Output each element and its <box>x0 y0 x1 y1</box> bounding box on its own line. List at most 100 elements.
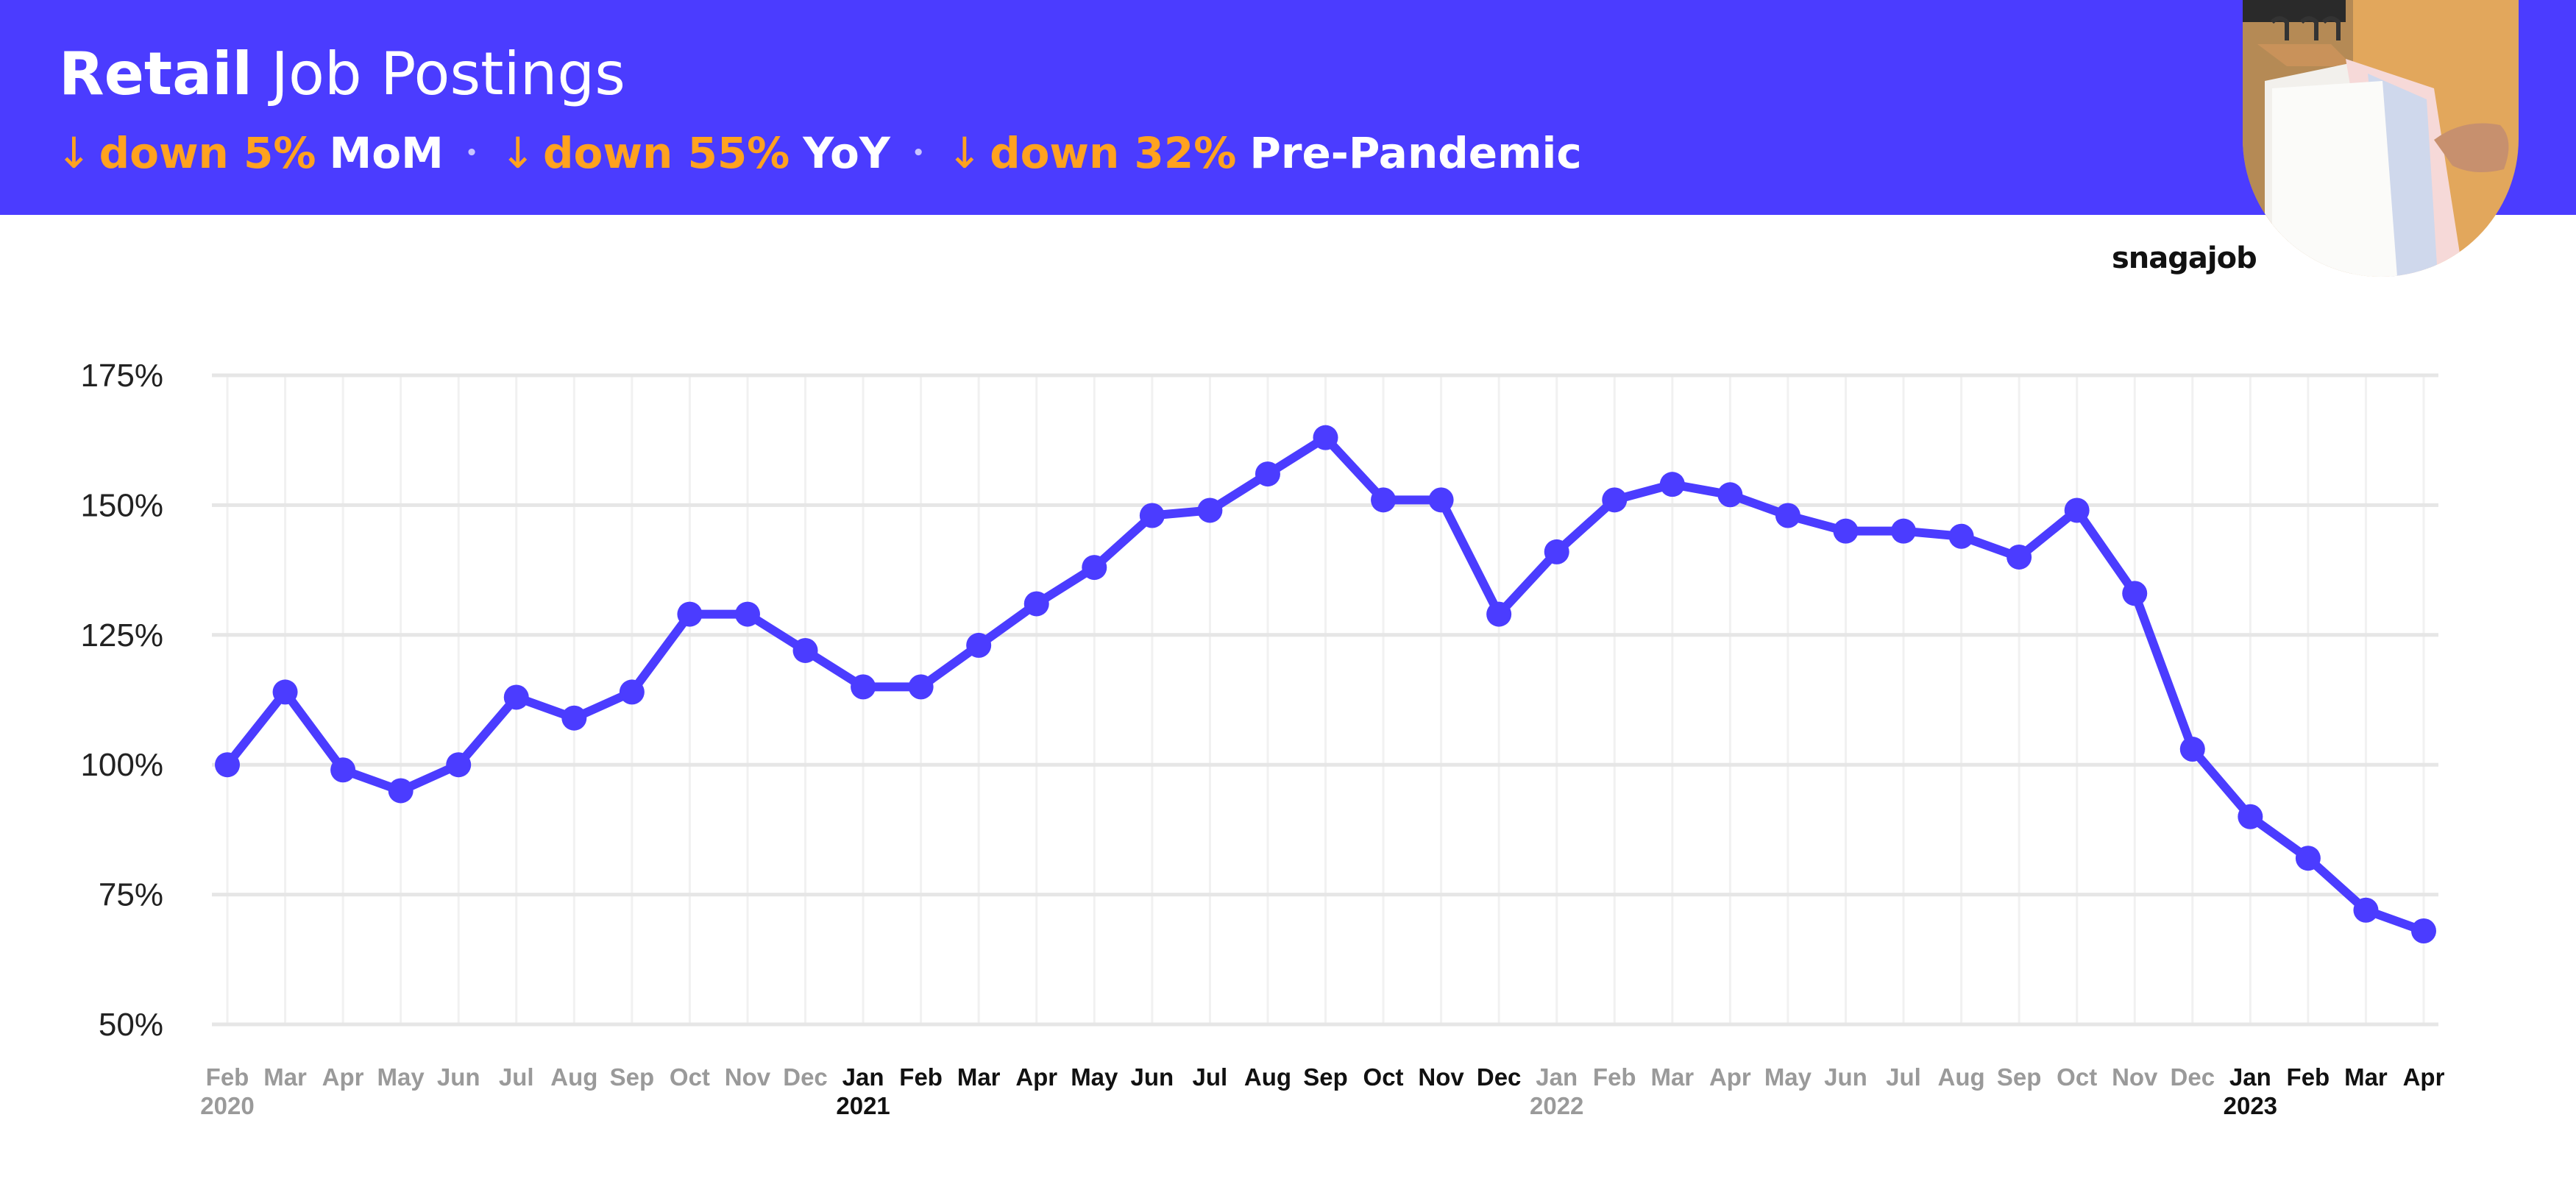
x-tick-label: Jan <box>2229 1063 2271 1091</box>
x-tick-label: Dec <box>2171 1063 2215 1091</box>
x-tick-label: Aug <box>1938 1063 1985 1091</box>
down-arrow-icon: ↓ <box>500 128 536 178</box>
brand-logo: snagajob <box>2112 241 2257 275</box>
title-bold: Retail <box>59 40 252 108</box>
data-point <box>1082 555 1107 581</box>
data-point <box>2238 804 2263 829</box>
clothing-rack-photo <box>2243 0 2519 277</box>
data-point <box>851 674 876 700</box>
x-tick-label: Jun <box>1131 1063 1174 1091</box>
data-point <box>2411 918 2436 943</box>
vertical-gridlines <box>226 375 2425 1024</box>
data-point <box>272 679 298 705</box>
x-tick-label: Feb <box>899 1063 943 1091</box>
x-tick-label: Mar <box>1650 1063 1694 1091</box>
data-point <box>1775 503 1800 528</box>
data-point <box>446 752 472 778</box>
stat-period: MoM <box>329 128 444 178</box>
x-tick-label: Sep <box>610 1063 655 1091</box>
x-tick-label: May <box>1764 1063 1812 1091</box>
data-point <box>2353 897 2379 923</box>
x-tick-label: Nov <box>725 1063 771 1091</box>
data-point <box>1833 518 1859 544</box>
stat-period: YoY <box>803 128 890 178</box>
data-point <box>1371 487 1397 513</box>
data-points <box>215 425 2436 943</box>
data-point <box>1659 472 1685 497</box>
stat-change: down 32% <box>990 128 1237 178</box>
x-tick-label: Apr <box>1015 1063 1057 1091</box>
data-point <box>1544 539 1569 564</box>
y-tick-label: 150% <box>80 487 163 523</box>
dot-separator-icon: • <box>912 142 925 164</box>
x-tick-label: Apr <box>322 1063 364 1091</box>
stats-row: ↓ down 5% MoM • ↓ down 55% YoY • ↓ down … <box>56 124 1582 183</box>
data-point <box>1139 503 1165 528</box>
x-year-label: 2020 <box>200 1092 254 1119</box>
y-tick-label: 50% <box>99 1007 163 1043</box>
x-tick-label: Feb <box>2287 1063 2330 1091</box>
x-tick-label: Dec <box>783 1063 828 1091</box>
data-point <box>966 632 992 658</box>
x-tick-label: Mar <box>2344 1063 2388 1091</box>
x-tick-label: Dec <box>1477 1063 1522 1091</box>
x-tick-label: Feb <box>1593 1063 1636 1091</box>
data-point <box>2006 544 2032 570</box>
stat-change: down 55% <box>543 128 790 178</box>
x-tick-label: Jun <box>437 1063 480 1091</box>
data-point <box>1948 523 1974 549</box>
x-tick-label: Aug <box>550 1063 597 1091</box>
data-point <box>561 705 587 731</box>
y-axis-labels: 50% 75% 100% 125% 150% 175% <box>80 358 163 1043</box>
title-rest: Job Postings <box>252 40 625 108</box>
dot-separator-icon: • <box>465 142 478 164</box>
x-year-label: 2022 <box>1530 1092 1583 1119</box>
data-point <box>1197 497 1223 523</box>
x-tick-label: Apr <box>2403 1063 2445 1091</box>
data-point <box>1486 601 1512 627</box>
x-tick-label: Nov <box>2112 1063 2158 1091</box>
data-point <box>503 684 529 710</box>
data-point <box>330 757 356 783</box>
data-point <box>2122 581 2148 606</box>
x-tick-label: Oct <box>670 1063 710 1091</box>
data-point <box>677 601 703 627</box>
x-tick-label: Sep <box>1303 1063 1348 1091</box>
header-banner <box>0 0 2576 215</box>
down-arrow-icon: ↓ <box>946 128 983 178</box>
x-year-label: 2023 <box>2224 1092 2277 1119</box>
x-tick-label: Jul <box>1886 1063 1921 1091</box>
stat-change: down 5% <box>99 128 316 178</box>
x-year-label: 2021 <box>836 1092 890 1119</box>
data-point <box>792 637 818 663</box>
x-tick-label: Apr <box>1709 1063 1751 1091</box>
page-title: Retail Job Postings <box>59 34 625 115</box>
x-tick-label: May <box>377 1063 425 1091</box>
data-point <box>1255 461 1280 487</box>
x-tick-label: Jul <box>1193 1063 1228 1091</box>
stat-pre-pandemic: ↓ down 32% Pre-Pandemic <box>946 128 1581 178</box>
data-point <box>734 601 760 627</box>
x-tick-label: Feb <box>206 1063 249 1091</box>
x-tick-label: Oct <box>2057 1063 2097 1091</box>
y-tick-label: 100% <box>80 747 163 783</box>
x-tick-label: Jul <box>499 1063 534 1091</box>
y-tick-label: 175% <box>80 358 163 394</box>
x-tick-label: Aug <box>1244 1063 1291 1091</box>
stat-mom: ↓ down 5% MoM <box>56 128 444 178</box>
x-tick-label: Mar <box>957 1063 1001 1091</box>
data-point <box>1891 518 1917 544</box>
down-arrow-icon: ↓ <box>56 128 92 178</box>
stat-period: Pre-Pandemic <box>1249 128 1582 178</box>
data-point <box>388 778 414 804</box>
x-tick-label: Jan <box>842 1063 884 1091</box>
data-point <box>1428 487 1454 513</box>
x-tick-label: Oct <box>1363 1063 1404 1091</box>
data-point <box>2179 737 2205 762</box>
data-point <box>2064 497 2090 523</box>
data-point <box>1313 425 1338 450</box>
data-point <box>908 674 934 700</box>
data-point <box>215 752 240 778</box>
